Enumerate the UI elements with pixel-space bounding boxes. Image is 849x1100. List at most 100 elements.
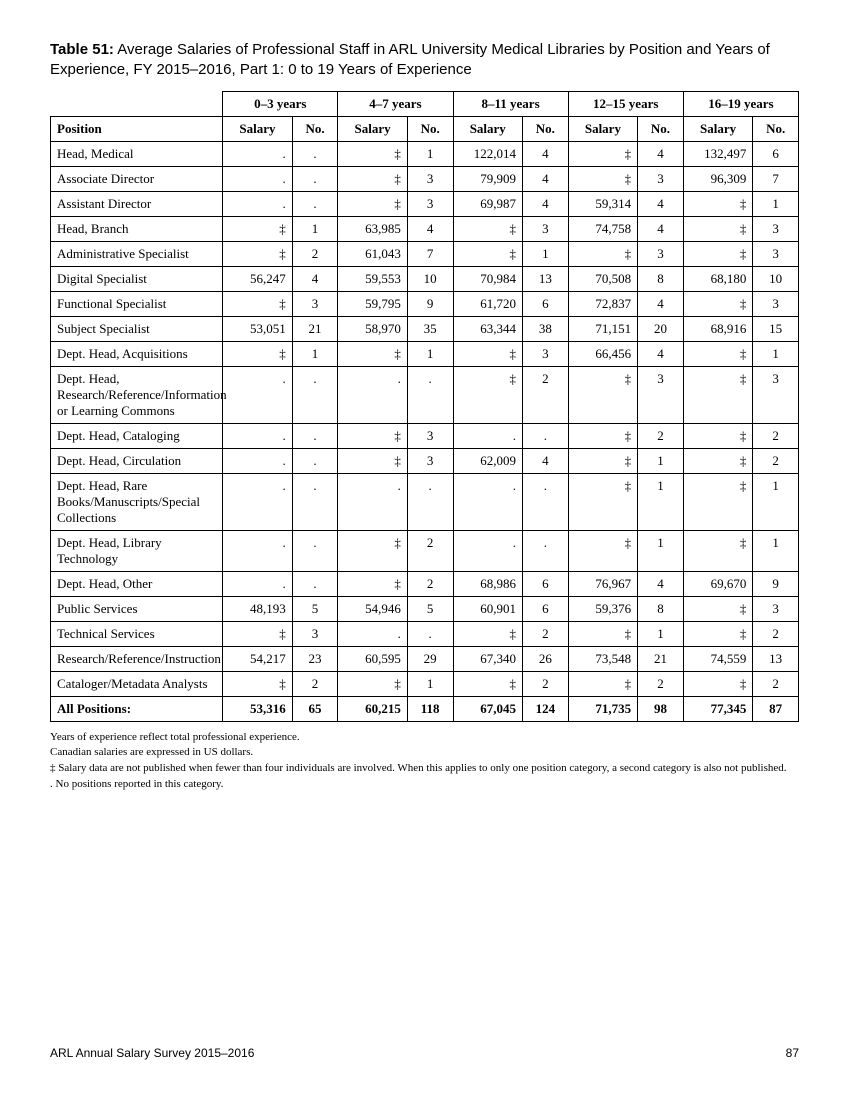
salary-cell: ‡ (683, 423, 753, 448)
table-row: Cataloger/Metadata Analysts‡2‡1‡2‡2‡2 (51, 671, 799, 696)
salary-cell: ‡ (453, 216, 523, 241)
column-group-header: 4–7 years (338, 91, 453, 116)
count-cell: . (523, 423, 569, 448)
count-cell: 7 (753, 166, 799, 191)
count-cell: . (523, 473, 569, 530)
salary-cell: ‡ (683, 366, 753, 423)
salary-cell: ‡ (568, 621, 638, 646)
count-cell: 9 (407, 291, 453, 316)
count-cell: 13 (523, 266, 569, 291)
note-line: Canadian salaries are expressed in US do… (50, 745, 799, 760)
salary-cell: 56,247 (223, 266, 293, 291)
position-cell: Cataloger/Metadata Analysts (51, 671, 223, 696)
salary-cell: ‡ (683, 621, 753, 646)
salary-cell: 54,217 (223, 646, 293, 671)
column-group-header: 8–11 years (453, 91, 568, 116)
salary-cell: . (223, 366, 293, 423)
count-cell: 2 (523, 366, 569, 423)
column-group-header: 12–15 years (568, 91, 683, 116)
salary-cell: ‡ (683, 341, 753, 366)
count-cell: 3 (753, 291, 799, 316)
table-row: Dept. Head, Library Technology..‡2..‡1‡1 (51, 530, 799, 571)
count-cell: 5 (407, 596, 453, 621)
salary-cell: 58,970 (338, 316, 408, 341)
table-row: Associate Director..‡379,9094‡396,3097 (51, 166, 799, 191)
count-cell: 124 (523, 696, 569, 721)
table-title: Table 51: Average Salaries of Profession… (50, 40, 799, 81)
count-cell: 7 (407, 241, 453, 266)
count-cell: 6 (753, 141, 799, 166)
salary-cell: . (223, 530, 293, 571)
count-cell: . (292, 141, 338, 166)
count-cell: 5 (292, 596, 338, 621)
salary-cell: ‡ (568, 241, 638, 266)
position-cell: Assistant Director (51, 191, 223, 216)
table-row: Assistant Director..‡369,987459,3144‡1 (51, 191, 799, 216)
count-cell: . (292, 423, 338, 448)
salary-cell: . (338, 621, 408, 646)
count-cell: 4 (638, 216, 684, 241)
count-cell: 3 (753, 216, 799, 241)
salary-cell: ‡ (453, 341, 523, 366)
count-cell: 4 (523, 191, 569, 216)
salary-cell: 132,497 (683, 141, 753, 166)
table-body: Head, Medical..‡1122,0144‡4132,4976Assoc… (51, 141, 799, 721)
salary-cell: ‡ (223, 671, 293, 696)
salary-cell: 79,909 (453, 166, 523, 191)
count-cell: 3 (523, 216, 569, 241)
table-row: Functional Specialist‡359,795961,720672,… (51, 291, 799, 316)
table-row: Dept. Head, Circulation..‡362,0094‡1‡2 (51, 448, 799, 473)
count-cell: 3 (753, 366, 799, 423)
salary-cell: ‡ (453, 366, 523, 423)
count-cell: 29 (407, 646, 453, 671)
salary-cell: ‡ (683, 596, 753, 621)
salary-cell: ‡ (683, 530, 753, 571)
salary-cell: ‡ (683, 448, 753, 473)
count-cell: 2 (753, 423, 799, 448)
salary-cell: ‡ (683, 216, 753, 241)
position-cell: Dept. Head, Circulation (51, 448, 223, 473)
salary-cell: 76,967 (568, 571, 638, 596)
salary-cell: . (338, 473, 408, 530)
count-cell: 118 (407, 696, 453, 721)
sub-header: Salary (683, 116, 753, 141)
salary-cell: ‡ (683, 291, 753, 316)
note-line: . No positions reported in this category… (50, 777, 799, 792)
count-cell: 2 (638, 423, 684, 448)
salary-cell: ‡ (568, 423, 638, 448)
salary-cell: ‡ (568, 448, 638, 473)
count-cell: 1 (523, 241, 569, 266)
position-cell: Digital Specialist (51, 266, 223, 291)
count-cell: 3 (292, 291, 338, 316)
salary-cell: ‡ (223, 291, 293, 316)
salary-cell: . (223, 571, 293, 596)
count-cell: 4 (638, 341, 684, 366)
salary-cell: ‡ (568, 141, 638, 166)
note-line: ‡ Salary data are not published when few… (50, 761, 799, 776)
position-cell: Dept. Head, Other (51, 571, 223, 596)
salary-cell: . (453, 423, 523, 448)
position-cell: Functional Specialist (51, 291, 223, 316)
sub-header: No. (753, 116, 799, 141)
salary-cell: ‡ (223, 241, 293, 266)
sub-header: No. (523, 116, 569, 141)
count-cell: 35 (407, 316, 453, 341)
position-cell: Dept. Head, Research/Reference/Informati… (51, 366, 223, 423)
count-cell: 1 (753, 341, 799, 366)
salary-cell: 53,051 (223, 316, 293, 341)
salary-cell: ‡ (568, 166, 638, 191)
table-row: Research/Reference/Instruction54,2172360… (51, 646, 799, 671)
table-row: Technical Services‡3..‡2‡1‡2 (51, 621, 799, 646)
count-cell: 9 (753, 571, 799, 596)
salary-cell: 66,456 (568, 341, 638, 366)
salary-cell: 59,314 (568, 191, 638, 216)
position-cell: Subject Specialist (51, 316, 223, 341)
salary-cell: 69,670 (683, 571, 753, 596)
count-cell: 3 (407, 191, 453, 216)
salary-cell: ‡ (568, 366, 638, 423)
table-notes: Years of experience reflect total profes… (50, 730, 799, 792)
count-cell: 15 (753, 316, 799, 341)
salary-cell: 61,043 (338, 241, 408, 266)
salary-cell: 96,309 (683, 166, 753, 191)
position-cell: Associate Director (51, 166, 223, 191)
